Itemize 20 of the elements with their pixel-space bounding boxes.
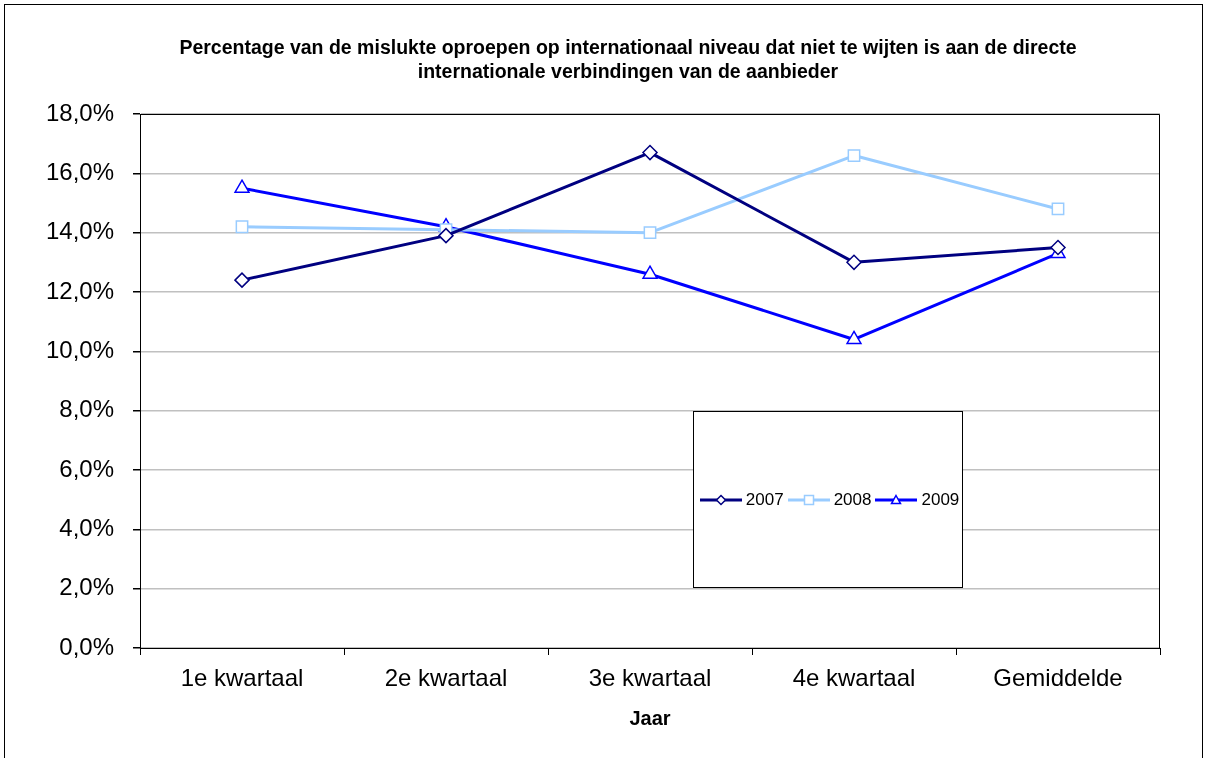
x-tick-label: 4e kwartaal [792, 664, 916, 692]
x-axis-title: Jaar [629, 706, 671, 729]
x-tick-label: 3e kwartaal [588, 664, 712, 692]
y-tick-label: 16,0% [45, 157, 114, 185]
y-tick-label: 10,0% [45, 335, 114, 363]
y-tick-label: 2,0% [59, 573, 114, 601]
chart-title: Percentage van de mislukte oproepen op internationaal niveau dat niet te wijten is aan de directe internationale verbindingen van de aanbieder [178, 35, 1078, 83]
legend-label: 2007 [745, 489, 784, 510]
x-tick-label: Gemiddelde [993, 664, 1123, 692]
y-tick-label: 18,0% [45, 98, 114, 126]
x-tick-label: 1e kwartaal [180, 664, 304, 692]
y-tick-label: 14,0% [45, 217, 114, 245]
x-tick-label: 2e kwartaal [384, 664, 508, 692]
y-tick-label: 6,0% [59, 454, 114, 482]
y-tick-label: 12,0% [45, 276, 114, 304]
y-tick-label: 8,0% [59, 395, 114, 423]
y-tick-label: 4,0% [59, 513, 114, 541]
legend-label: 2008 [833, 489, 872, 510]
y-tick-label: 0,0% [59, 632, 114, 660]
legend-label: 2009 [921, 489, 960, 510]
